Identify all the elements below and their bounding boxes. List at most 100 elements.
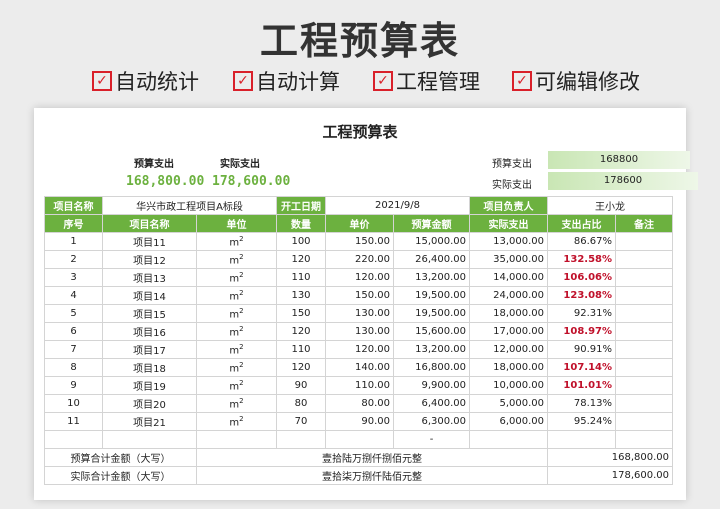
blank-cell[interactable] [325, 430, 394, 449]
row-budget[interactable]: 9,900.00 [392, 376, 471, 395]
row-remark[interactable] [615, 340, 674, 359]
row-actual[interactable]: 17,000.00 [469, 322, 549, 341]
total-words[interactable]: 壹拾柒万捌仟陆佰元整 [195, 466, 549, 485]
row-name[interactable]: 项目19 [102, 376, 197, 395]
row-name[interactable]: 项目17 [102, 340, 197, 359]
row-budget[interactable]: 13,200.00 [392, 340, 471, 359]
table-row[interactable]: 9 项目19 m2 90 110.00 9,900.00 10,000.00 101.01% [44, 376, 674, 395]
row-remark[interactable] [615, 394, 674, 413]
row-unit[interactable]: m2 [196, 250, 277, 269]
row-no[interactable]: 7 [44, 340, 103, 359]
row-remark[interactable] [615, 304, 674, 323]
row-name[interactable]: 项目16 [102, 322, 197, 341]
manager-value[interactable]: 王小龙 [547, 196, 674, 215]
row-budget[interactable]: 19,500.00 [392, 286, 471, 305]
row-budget[interactable]: 6,300.00 [392, 412, 471, 431]
row-name[interactable]: 项目18 [102, 358, 197, 377]
row-remark[interactable] [615, 268, 674, 287]
table-row[interactable]: 8 项目18 m2 120 140.00 16,800.00 18,000.00 107.14… [44, 358, 674, 377]
row-qty[interactable]: 80 [276, 394, 326, 413]
row-unit[interactable]: m2 [196, 376, 277, 395]
row-no[interactable]: 6 [44, 322, 103, 341]
row-actual[interactable]: 24,000.00 [469, 286, 549, 305]
row-actual[interactable]: 12,000.00 [469, 340, 549, 359]
row-price[interactable]: 220.00 [325, 250, 394, 269]
blank-budget-cell[interactable]: - [392, 430, 471, 449]
row-name[interactable]: 项目15 [102, 304, 197, 323]
blank-cell[interactable] [547, 430, 617, 449]
row-ratio[interactable]: 108.97% [547, 322, 617, 341]
row-actual[interactable]: 10,000.00 [469, 376, 549, 395]
row-price[interactable]: 140.00 [325, 358, 394, 377]
table-row[interactable]: 7 项目17 m2 110 120.00 13,200.00 12,000.00 90.91% [44, 340, 674, 359]
table-row-blank[interactable]: - [44, 430, 674, 449]
table-row[interactable]: 10 项目20 m2 80 80.00 6,400.00 5,000.00 78.13% [44, 394, 674, 413]
project-name-value[interactable]: 华兴市政工程项目A标段 [102, 196, 277, 215]
table-row[interactable]: 5 项目15 m2 150 130.00 19,500.00 18,000.00 92.31% [44, 304, 674, 323]
row-remark[interactable] [615, 358, 674, 377]
row-unit[interactable]: m2 [196, 232, 277, 251]
blank-cell[interactable] [469, 430, 549, 449]
row-budget[interactable]: 26,400.00 [392, 250, 471, 269]
table-row[interactable]: 1 项目11 m2 100 150.00 15,000.00 13,000.00 86.67% [44, 232, 674, 251]
row-no[interactable]: 10 [44, 394, 103, 413]
row-budget[interactable]: 15,000.00 [392, 232, 471, 251]
row-budget[interactable]: 15,600.00 [392, 322, 471, 341]
row-price[interactable]: 110.00 [325, 376, 394, 395]
row-price[interactable]: 130.00 [325, 304, 394, 323]
row-no[interactable]: 8 [44, 358, 103, 377]
row-ratio[interactable]: 90.91% [547, 340, 617, 359]
table-row[interactable]: 11 项目21 m2 70 90.00 6,300.00 6,000.00 95.24% [44, 412, 674, 431]
row-remark[interactable] [615, 250, 674, 269]
row-unit[interactable]: m2 [196, 304, 277, 323]
row-qty[interactable]: 110 [276, 340, 326, 359]
row-unit[interactable]: m2 [196, 394, 277, 413]
row-name[interactable]: 项目11 [102, 232, 197, 251]
blank-cell[interactable] [102, 430, 197, 449]
row-unit[interactable]: m2 [196, 268, 277, 287]
row-actual[interactable]: 5,000.00 [469, 394, 549, 413]
row-unit[interactable]: m2 [196, 340, 277, 359]
row-unit[interactable]: m2 [196, 412, 277, 431]
row-actual[interactable]: 18,000.00 [469, 358, 549, 377]
total-amount[interactable]: 178,600.00 [547, 466, 674, 485]
row-ratio[interactable]: 86.67% [547, 232, 617, 251]
row-unit[interactable]: m2 [196, 322, 277, 341]
row-qty[interactable]: 130 [276, 286, 326, 305]
row-unit[interactable]: m2 [196, 286, 277, 305]
row-actual[interactable]: 18,000.00 [469, 304, 549, 323]
row-price[interactable]: 120.00 [325, 340, 394, 359]
row-actual[interactable]: 6,000.00 [469, 412, 549, 431]
row-name[interactable]: 项目12 [102, 250, 197, 269]
table-row[interactable]: 4 项目14 m2 130 150.00 19,500.00 24,000.00 123.08… [44, 286, 674, 305]
row-ratio[interactable]: 78.13% [547, 394, 617, 413]
blank-cell[interactable] [276, 430, 326, 449]
row-ratio[interactable]: 106.06% [547, 268, 617, 287]
row-remark[interactable] [615, 412, 674, 431]
row-remark[interactable] [615, 376, 674, 395]
row-price[interactable]: 80.00 [325, 394, 394, 413]
row-qty[interactable]: 120 [276, 250, 326, 269]
row-name[interactable]: 项目13 [102, 268, 197, 287]
row-no[interactable]: 9 [44, 376, 103, 395]
row-name[interactable]: 项目21 [102, 412, 197, 431]
row-actual[interactable]: 14,000.00 [469, 268, 549, 287]
row-ratio[interactable]: 123.08% [547, 286, 617, 305]
row-price[interactable]: 150.00 [325, 232, 394, 251]
row-qty[interactable]: 70 [276, 412, 326, 431]
row-no[interactable]: 3 [44, 268, 103, 287]
row-budget[interactable]: 16,800.00 [392, 358, 471, 377]
row-qty[interactable]: 150 [276, 304, 326, 323]
row-qty[interactable]: 90 [276, 376, 326, 395]
blank-cell[interactable] [44, 430, 103, 449]
row-no[interactable]: 11 [44, 412, 103, 431]
row-remark[interactable] [615, 322, 674, 341]
row-no[interactable]: 1 [44, 232, 103, 251]
total-amount[interactable]: 168,800.00 [547, 448, 674, 467]
row-actual[interactable]: 13,000.00 [469, 232, 549, 251]
row-ratio[interactable]: 92.31% [547, 304, 617, 323]
row-qty[interactable]: 110 [276, 268, 326, 287]
row-unit[interactable]: m2 [196, 358, 277, 377]
row-price[interactable]: 130.00 [325, 322, 394, 341]
row-remark[interactable] [615, 286, 674, 305]
